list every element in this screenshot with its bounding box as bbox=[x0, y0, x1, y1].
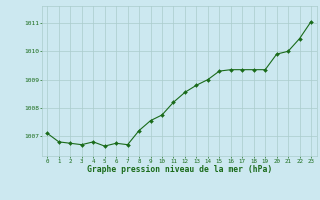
X-axis label: Graphe pression niveau de la mer (hPa): Graphe pression niveau de la mer (hPa) bbox=[87, 165, 272, 174]
